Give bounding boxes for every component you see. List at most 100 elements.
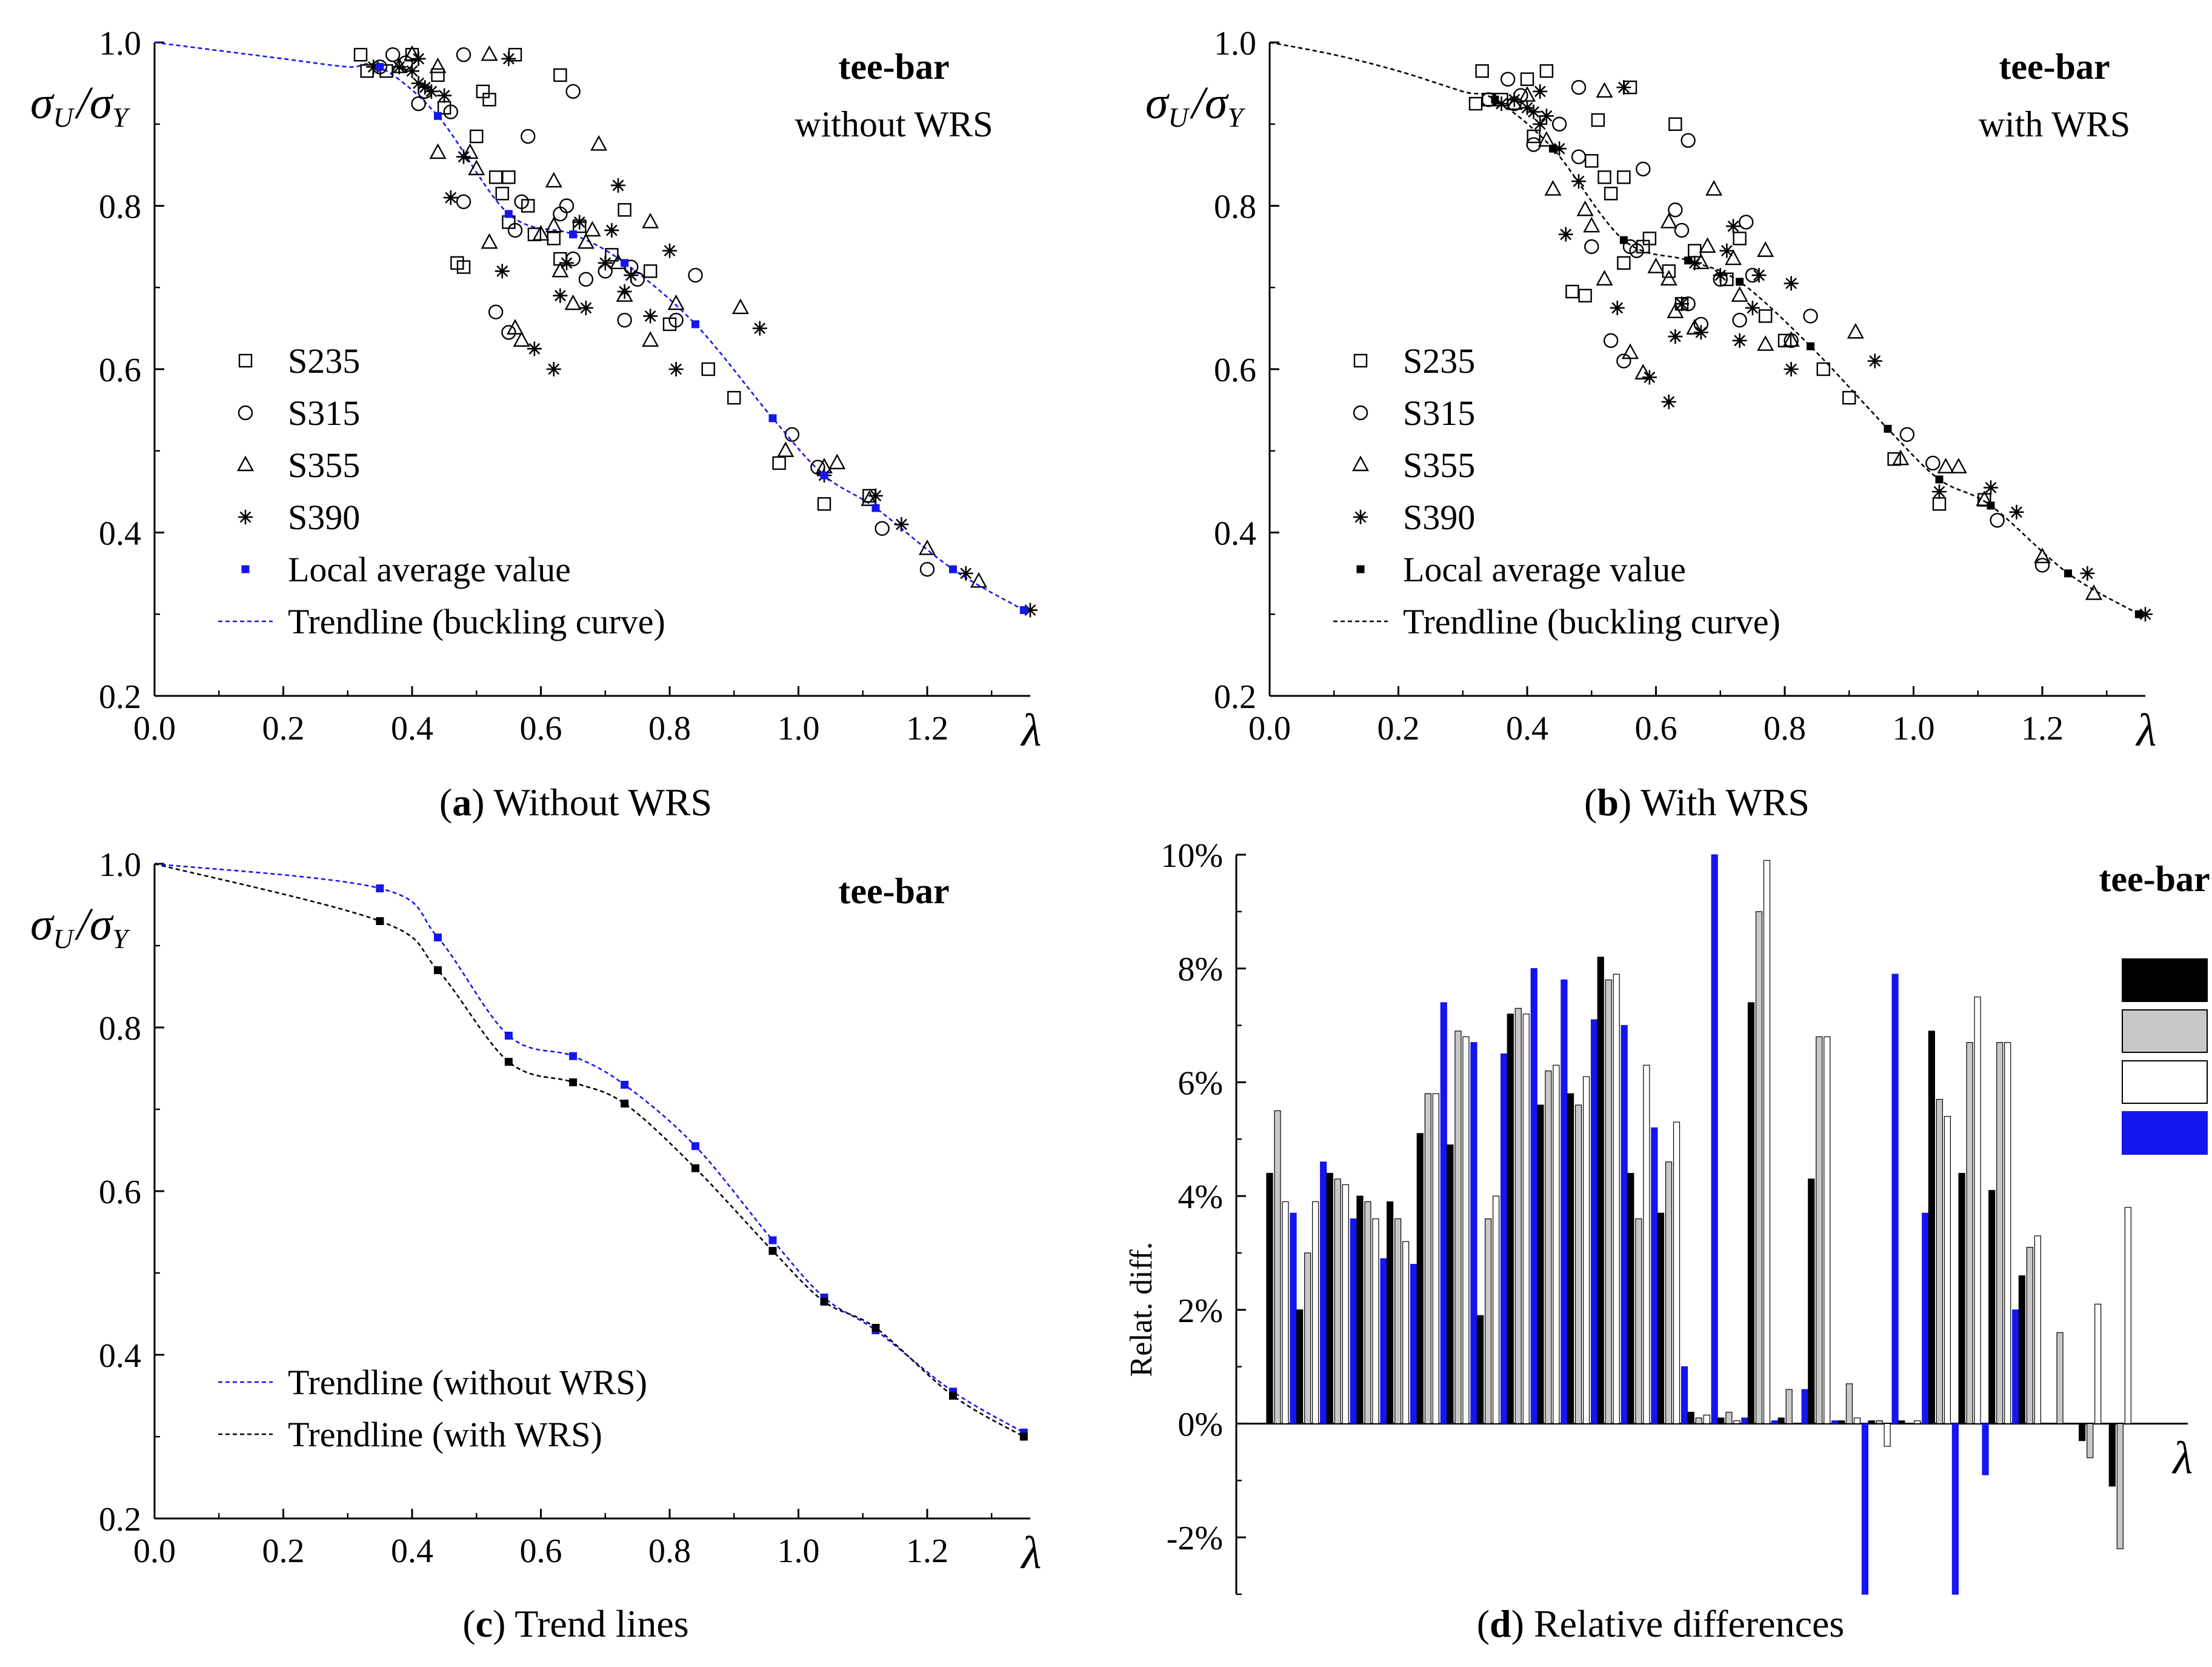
average-point-black — [569, 1078, 578, 1086]
data-point-s315 — [385, 47, 401, 62]
legend-marker — [1353, 510, 1368, 524]
data-point-s390 — [1784, 276, 1799, 291]
data-point-s355 — [1847, 322, 1864, 339]
chart-title: tee-bar — [2099, 859, 2210, 899]
bar-s355 — [1613, 974, 1620, 1425]
data-point-s355 — [481, 45, 498, 61]
data-point-s315 — [1603, 333, 1619, 349]
legend-label: Trendline (buckling curve) — [288, 602, 665, 641]
average-point-blue — [376, 884, 384, 892]
average-point-black — [504, 1058, 513, 1066]
bar-s315 — [1454, 1031, 1462, 1425]
data-point-s390 — [411, 76, 426, 91]
caption-c: (c) Trend lines — [462, 1602, 688, 1645]
data-point-s390 — [624, 268, 639, 283]
data-point-s390 — [2080, 566, 2095, 581]
y-axis-label: σU/σY — [30, 78, 130, 133]
data-point-s390 — [1687, 255, 1702, 270]
chart-subtitle: with WRS — [1979, 104, 2131, 144]
data-point-s390 — [958, 566, 973, 581]
bar-s390 — [1801, 1389, 1808, 1425]
data-point-s235 — [1668, 117, 1682, 131]
data-point-s390 — [604, 222, 619, 238]
bar-s390 — [1590, 1019, 1598, 1425]
data-point-s355 — [1686, 319, 1704, 335]
data-point-s355 — [551, 261, 569, 278]
legend-label: S355 — [1403, 446, 1475, 485]
data-point-s355 — [1724, 249, 1742, 266]
bar-s235 — [1266, 1172, 1273, 1425]
data-point-s390 — [1507, 92, 1522, 107]
bar-s390 — [1891, 974, 1899, 1425]
data-point-s355 — [1757, 241, 1774, 257]
legend-label: Trendline (buckling curve) — [1403, 602, 1781, 641]
data-point-s235 — [1539, 64, 1554, 78]
data-point-s315 — [1629, 243, 1644, 258]
data-point-s390 — [572, 215, 587, 230]
bar-s355 — [1462, 1036, 1470, 1425]
y-tick-label: 0.2 — [99, 1501, 141, 1538]
y-tick-label: 0.8 — [1214, 189, 1256, 226]
data-point-s355 — [1976, 490, 1993, 506]
bar-s355 — [2124, 1207, 2131, 1425]
chart-subtitle: without WRS — [795, 104, 993, 144]
data-point-s315 — [1571, 79, 1587, 95]
bar-s235 — [1777, 1417, 1785, 1425]
bar-s315 — [1816, 1036, 1823, 1425]
local-average-point — [1491, 95, 1499, 104]
data-point-s355 — [545, 172, 562, 188]
data-point-s235 — [1468, 96, 1483, 111]
data-point-s315 — [668, 312, 684, 328]
legend-marker — [238, 405, 253, 421]
data-point-s355 — [532, 225, 550, 241]
data-point-s235 — [1758, 309, 1773, 323]
bar-s355 — [1914, 1420, 1921, 1425]
data-point-s390 — [501, 51, 516, 66]
caption-a: (a) Without WRS — [439, 781, 712, 824]
x-tick-label: 0.0 — [1248, 710, 1291, 747]
data-point-s235 — [353, 48, 368, 62]
y-tick-label: 0.4 — [99, 515, 141, 553]
local-average-point — [621, 259, 629, 267]
bar-s315 — [1996, 1042, 2004, 1425]
bar-s390 — [1530, 968, 1537, 1425]
data-point-s390 — [1784, 362, 1799, 376]
data-point-s390 — [437, 88, 452, 103]
data-point-s315 — [501, 325, 516, 340]
bar-s235 — [1657, 1212, 1665, 1425]
legend-marker — [1353, 405, 1368, 421]
x-tick-label: 0.4 — [1506, 710, 1548, 747]
y-tick-label: 0% — [1178, 1406, 1223, 1443]
data-point-s355 — [1667, 302, 1684, 318]
legend-swatch — [2122, 1111, 2208, 1155]
data-point-s390 — [1867, 353, 1882, 369]
legend-label: Local average value — [288, 550, 571, 589]
bar-s235 — [1898, 1420, 1905, 1425]
bar-s390 — [1621, 1024, 1628, 1425]
legend-marker — [1351, 455, 1370, 472]
bar-s315 — [1936, 1098, 1944, 1425]
data-point-s355 — [1537, 131, 1555, 147]
local-average-point — [1684, 256, 1693, 265]
bar-s235 — [1988, 1190, 1996, 1425]
legend-swatch — [2122, 958, 2208, 1002]
average-point-black — [871, 1323, 880, 1332]
data-point-s355 — [1950, 458, 1967, 473]
x-tick-label: 1.0 — [778, 710, 820, 747]
average-point-black — [1019, 1432, 1028, 1441]
data-point-s390 — [1533, 116, 1548, 132]
bar-s355 — [1582, 1076, 1590, 1425]
bar-s315 — [1514, 1007, 1522, 1425]
data-point-s390 — [643, 309, 658, 324]
chart-title: tee-bar — [838, 47, 949, 87]
bar-s235 — [1387, 1201, 1394, 1425]
data-point-s390 — [668, 362, 684, 376]
data-point-s355 — [584, 221, 601, 237]
data-point-s390 — [1674, 296, 1689, 312]
data-point-s355 — [577, 233, 595, 249]
bar-s315 — [2116, 1423, 2124, 1549]
bar-s315 — [1966, 1042, 1973, 1425]
data-point-s390 — [894, 517, 909, 532]
average-point-black — [691, 1164, 699, 1172]
local-average-point — [768, 414, 777, 423]
